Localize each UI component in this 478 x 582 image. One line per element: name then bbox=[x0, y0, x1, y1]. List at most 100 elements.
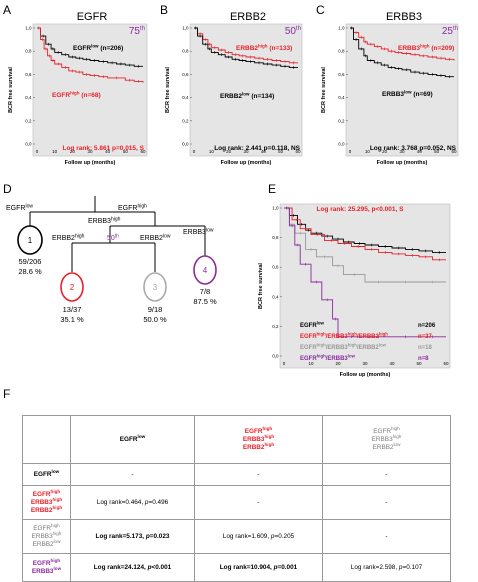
chart-a-series-1 bbox=[37, 27, 144, 83]
panel-a-logrank: Log rank: 5.861 p=0.015, S bbox=[63, 145, 145, 152]
tree-node-3-count: 9/18 bbox=[148, 305, 163, 314]
chart-e-xtick-label-3: 30 bbox=[362, 361, 368, 366]
chart-c-xtick-label-1: 10 bbox=[365, 149, 371, 154]
table-corner-cell bbox=[22, 415, 71, 464]
row-header-group-3: EGFRhigh ERBB3high ERBB2low bbox=[22, 519, 71, 554]
chart-b-ytick-label-0: 1,0 bbox=[182, 26, 189, 31]
chart-c-xtick-label-2: 20 bbox=[382, 149, 388, 154]
panel-a-legend-low: EGFRlow (n=206) bbox=[73, 44, 123, 53]
chart-e-ytick-label-3: 0,4 bbox=[272, 294, 279, 299]
panel-a-legend-high: EGFRhigh (n=68) bbox=[52, 91, 101, 100]
tree-node-2-pct: 35.1 % bbox=[60, 315, 84, 324]
tree-node-4 bbox=[193, 255, 217, 285]
chart-c-ytick-label-1: 0,8 bbox=[338, 49, 345, 54]
chart-e-xtick-label-0: 0 bbox=[283, 361, 286, 366]
chart-c-xtick-label-3: 30 bbox=[399, 149, 405, 154]
chart-b-xtick-label-2: 20 bbox=[226, 149, 232, 154]
chart-a-ytick-label-4: 0,2 bbox=[25, 118, 32, 123]
chart-e-xlabel: Follow up (months) bbox=[340, 372, 391, 378]
chart-b-xtick-label-0: 0 bbox=[193, 149, 196, 154]
tree-label-egfr-low: EGFRlow bbox=[6, 204, 33, 213]
chart-e-ytick-label-1: 0,8 bbox=[272, 235, 279, 240]
panel-e-logrank: Log rank: 25.295, p<0.001, S bbox=[317, 206, 405, 213]
table-row-egfr-low: EGFRlow - - - bbox=[22, 463, 451, 486]
chart-b-background bbox=[189, 23, 303, 157]
table-cell-r3c1: Log rank=5.173, p=0.023 bbox=[70, 519, 195, 554]
chart-b-xtick-label-1: 10 bbox=[209, 149, 215, 154]
chart-a-ytick-label-1: 0,8 bbox=[25, 49, 32, 54]
table-cell-r3c2: Log rank=1.609, p=0.205 bbox=[194, 519, 323, 554]
chart-c-ytick-label-0: 1,0 bbox=[338, 26, 345, 31]
chart-e-ytick-label-5: 0,0 bbox=[272, 354, 279, 359]
row-header-egfr-low: EGFRlow bbox=[22, 463, 71, 486]
panel-letter-d: D bbox=[3, 182, 12, 196]
chart-a-xtick-label-2: 20 bbox=[70, 149, 76, 154]
chart-b-ytick-label-5: 0,0 bbox=[182, 142, 189, 147]
chart-e: 1,0 0,8 0,6 0,4 0,2 0,0 0 10 20 30 40 50 60 Follow up… bbox=[258, 203, 451, 378]
table-cell-r4c1: Log rank=24.124, p<0.001 bbox=[70, 553, 195, 582]
panel-letter-e: E bbox=[268, 182, 276, 196]
panel-e-legend-n-2: n=37 bbox=[418, 334, 433, 340]
panel-e-legend-n-4: n=8 bbox=[418, 356, 429, 362]
table-cell-r4c2: Log rank=10.904, p=0.001 bbox=[194, 553, 323, 582]
table-cell-r1c3: - bbox=[322, 463, 451, 486]
tree-label-egfr-high: EGFRhigh bbox=[118, 204, 147, 213]
chart-a-ytick-label-3: 0,4 bbox=[25, 95, 32, 100]
tree-label-erbb3-low: ERBB3low bbox=[183, 228, 214, 237]
chart-a-xtick-label-0: 0 bbox=[36, 149, 39, 154]
tree-label-erbb2-low: ERBB2low bbox=[140, 234, 171, 243]
panel-letter-a: A bbox=[3, 3, 11, 17]
panel-e-legend-row-1: EGFRlow bbox=[300, 321, 324, 329]
chart-a-background bbox=[32, 23, 148, 157]
panel-letter-f: F bbox=[3, 387, 10, 401]
chart-c-ytick-label-2: 0,6 bbox=[338, 72, 345, 77]
tree-node-3-pct: 50.0 % bbox=[143, 315, 167, 324]
panel-b-logrank: Log rank: 2.441 p=0.118, NS bbox=[214, 145, 300, 152]
chart-b-ytick-label-4: 0,2 bbox=[182, 118, 189, 123]
table-row-group-2: EGFRhigh ERBB3high ERBB2high Log rank=0.46… bbox=[22, 485, 451, 520]
chart-b-ylabel: BCR free survival bbox=[165, 67, 171, 113]
chart-e-xtick-label-4: 40 bbox=[389, 361, 395, 366]
chart-e-series-3 bbox=[284, 207, 446, 338]
panel-a-percentile: 75th bbox=[129, 26, 145, 37]
tree-node-3-num: 3 bbox=[153, 283, 158, 292]
logrank-comparison-table: EGFRlow EGFRhigh ERBB3high ERBB2high EGFRh… bbox=[22, 415, 451, 582]
chart-a-xtick-label-4: 40 bbox=[105, 149, 111, 154]
tree-node-2-count: 13/37 bbox=[63, 305, 82, 314]
chart-c-ytick-label-4: 0,2 bbox=[338, 118, 345, 123]
chart-e-xtick-label-1: 10 bbox=[308, 361, 314, 366]
panel-b-percentile: 50th bbox=[285, 26, 301, 37]
col-header-egfr-low: EGFRlow bbox=[70, 415, 195, 464]
panel-e-legend-n-3: n=18 bbox=[418, 345, 433, 351]
chart-b-ytick-label-1: 0,8 bbox=[182, 49, 189, 54]
chart-c-xtick-label-4: 40 bbox=[417, 149, 423, 154]
chart-e-ytick-label-0: 1,0 bbox=[272, 206, 279, 211]
table-header-row: EGFRlow EGFRhigh ERBB3high ERBB2high EGFRh… bbox=[22, 415, 451, 464]
chart-b-xtick-label-5: 50 bbox=[278, 149, 284, 154]
chart-c-series-0 bbox=[350, 27, 455, 61]
panel-e-legend-row-3: EGFRhigh/ERBB3high/ERBB2low bbox=[300, 343, 387, 351]
tree-label-erbb2-high: ERBB2high bbox=[52, 234, 85, 243]
table-cell-r2c2: - bbox=[194, 485, 323, 520]
tree-node-1 bbox=[17, 225, 43, 255]
chart-e-ylabel: BCR free survival bbox=[258, 263, 264, 309]
table-cell-r1c1: - bbox=[70, 463, 195, 486]
row-header-group-4: EGFRhigh ERBB3low bbox=[22, 553, 71, 582]
tree-node-1-count: 59/206 bbox=[19, 257, 42, 266]
chart-b-ytick-label-2: 0,6 bbox=[182, 72, 189, 77]
chart-a: 1,0 0,8 0,6 0,4 0,2 0,0 0 10 20 30 40 50 60 Follow up… bbox=[8, 23, 148, 166]
chart-a-ytick-label-5: 0,0 bbox=[25, 142, 32, 147]
panel-e-legend-row-2: EGFRhigh/ERBB3high/ERBB2high bbox=[300, 332, 388, 340]
chart-a-xlabel: Follow up (months) bbox=[65, 160, 116, 166]
chart-c-xtick-label-6: 60 bbox=[451, 149, 457, 154]
panel-c-percentile: 25th bbox=[442, 26, 458, 37]
panel-e-legend-n-1: n=206 bbox=[418, 323, 436, 329]
chart-b-ytick-label-3: 0,4 bbox=[182, 95, 189, 100]
chart-c: 1,0 0,8 0,6 0,4 0,2 0,0 0 10 20 30 40 50 60 Follow up… bbox=[321, 23, 459, 166]
panel-c-legend-high: ERBB3high (n=209) bbox=[398, 44, 454, 53]
chart-b-xtick-label-3: 30 bbox=[243, 149, 249, 154]
table-cell-r2c3: - bbox=[322, 485, 451, 520]
chart-e-xtick-label-5: 50 bbox=[416, 361, 422, 366]
chart-a-xtick-label-6: 60 bbox=[140, 149, 146, 154]
chart-b-xlabel: Follow up (months) bbox=[221, 160, 272, 166]
